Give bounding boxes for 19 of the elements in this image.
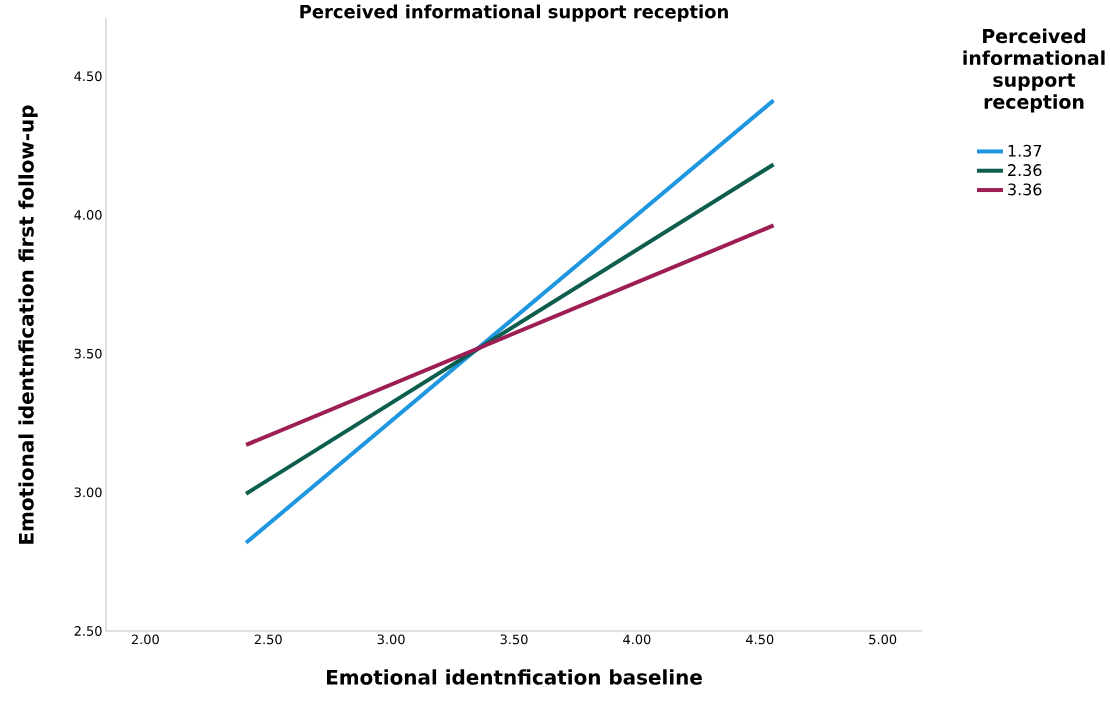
legend-label: 3.36: [1008, 183, 1042, 196]
x-tick-label: 2.50: [254, 634, 282, 645]
y-tick-label: 4.00: [74, 210, 102, 220]
legend-label: 2.36: [1008, 164, 1042, 177]
x-tick-label: 4.00: [623, 634, 651, 645]
x-tick-label: 2.00: [131, 634, 159, 645]
y-tick-label: 3.50: [74, 348, 102, 359]
x-tick-label: 4.50: [746, 634, 774, 645]
y-tick-label: 2.50: [74, 626, 102, 636]
chart-title: Perceived informational support reception: [300, 4, 728, 22]
y-axis-title: Emotional identnfication first follow-up: [18, 105, 38, 544]
x-tick-label: 3.50: [500, 634, 528, 645]
y-tick-label: 3.00: [74, 487, 102, 498]
x-tick-label: 3.00: [377, 634, 405, 645]
legend-label: 1.37: [1008, 144, 1042, 157]
x-axis-title: Emotional identnfication baseline: [327, 669, 702, 685]
legend-title: Perceived informational support reception: [963, 28, 1105, 113]
x-tick-label: 5.00: [869, 634, 897, 645]
y-tick-label: 4.50: [74, 71, 102, 82]
